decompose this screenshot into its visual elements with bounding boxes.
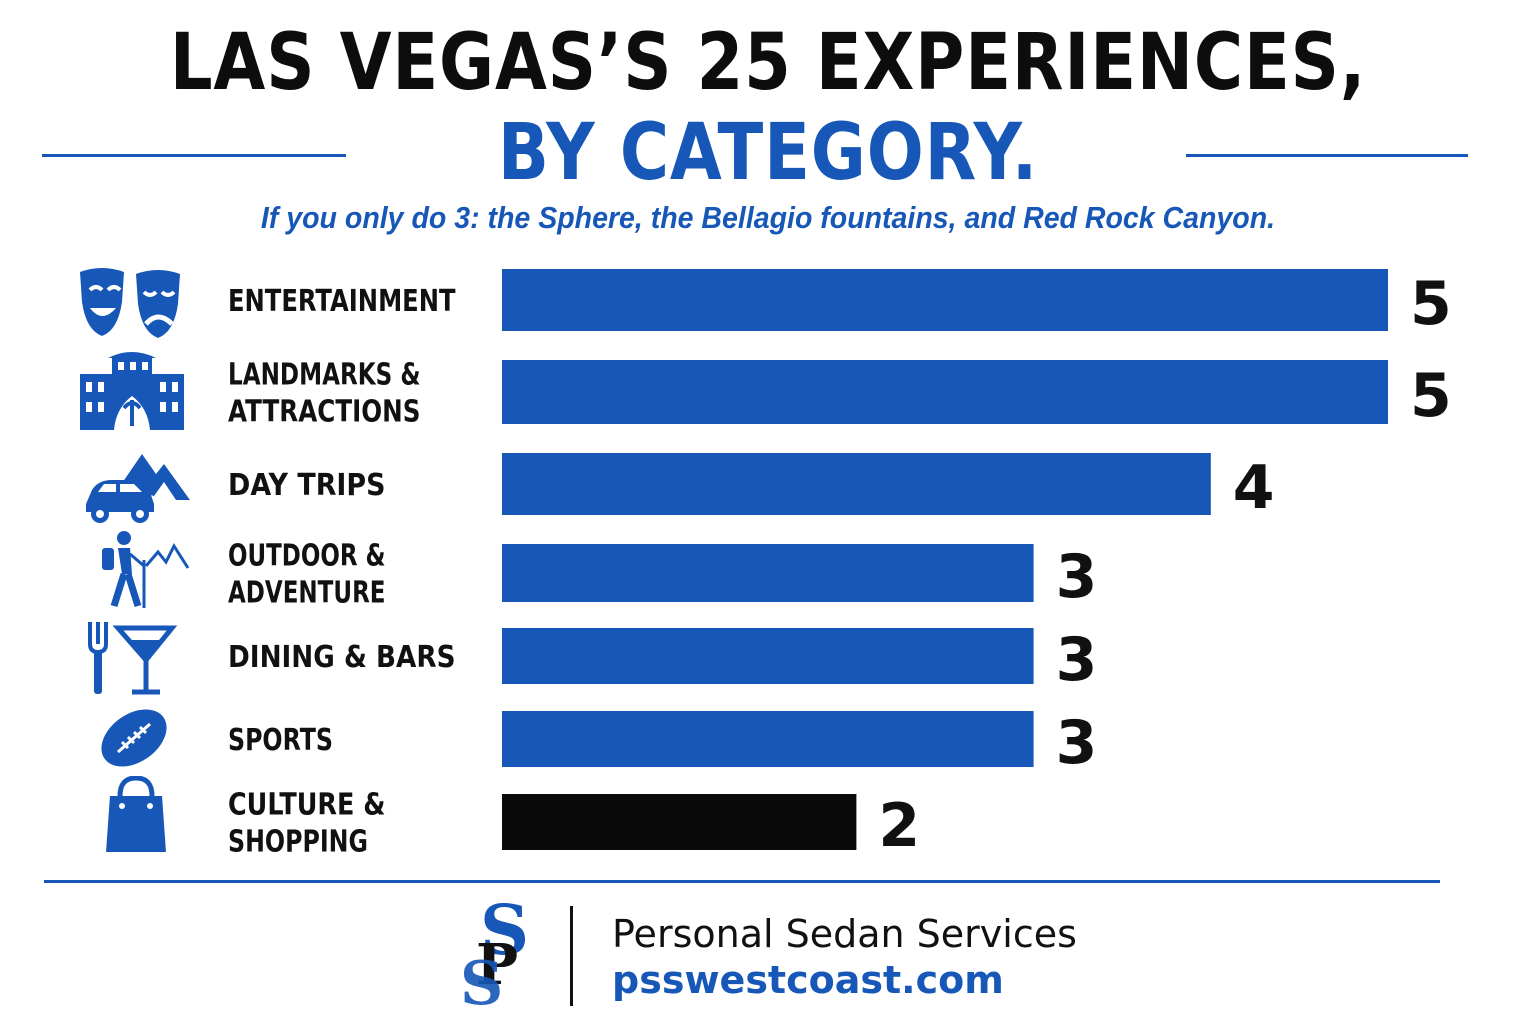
category-label: ADVENTURE (228, 576, 386, 611)
bar-value-label: 5 (1410, 361, 1452, 431)
svg-text:S: S (460, 949, 503, 1012)
chart-title-line1: LAS VEGAS’S 25 EXPERIENCES, (169, 18, 1367, 108)
footer-rule (44, 880, 1440, 883)
svg-text:P: P (476, 932, 518, 998)
brand-name: Personal Sedan Services (612, 912, 1077, 956)
category-label: ENTERTAINMENT (228, 284, 456, 319)
logo-divider (570, 906, 573, 1006)
chart-subtitle: If you only do 3: the Sphere, the Bellag… (260, 200, 1276, 235)
landmark-fountain-icon (72, 352, 192, 432)
category-label: ATTRACTIONS (228, 395, 421, 430)
bar-value-label: 3 (1056, 542, 1098, 612)
category-label: OUTDOOR & (228, 539, 386, 574)
category-label: SHOPPING (228, 825, 368, 860)
bar (502, 453, 1211, 515)
theater-masks-icon (72, 262, 192, 342)
fork-cocktail-icon (82, 618, 202, 698)
bar (502, 794, 857, 850)
bar-value-label: 3 (1056, 625, 1098, 695)
bar-value-label: 2 (878, 791, 920, 861)
brand-url[interactable]: psswestcoast.com (612, 958, 1004, 1002)
category-label: CULTURE & (228, 788, 386, 823)
bar (502, 628, 1034, 684)
bar (502, 711, 1034, 767)
category-label: DINING & BARS (228, 640, 456, 675)
title-rule-right (1186, 154, 1468, 157)
category-label: LANDMARKS & (228, 358, 421, 393)
bar-value-label: 4 (1233, 453, 1275, 523)
pss-logo: S P S (450, 891, 546, 1019)
hiker-icon (84, 530, 204, 610)
category-label: DAY TRIPS (228, 468, 386, 503)
shopping-bag-icon (76, 775, 196, 856)
bar (502, 269, 1388, 331)
car-mountain-icon (80, 446, 200, 526)
svg-text:S: S (480, 892, 529, 971)
title-rule-left (42, 154, 346, 157)
bar (502, 360, 1388, 424)
football-icon (74, 700, 194, 780)
chart-title-line2: BY CATEGORY. (497, 108, 1039, 198)
category-label: SPORTS (228, 723, 333, 758)
bar-value-label: 5 (1410, 269, 1452, 339)
bar-value-label: 3 (1056, 708, 1098, 778)
bar (502, 544, 1034, 602)
